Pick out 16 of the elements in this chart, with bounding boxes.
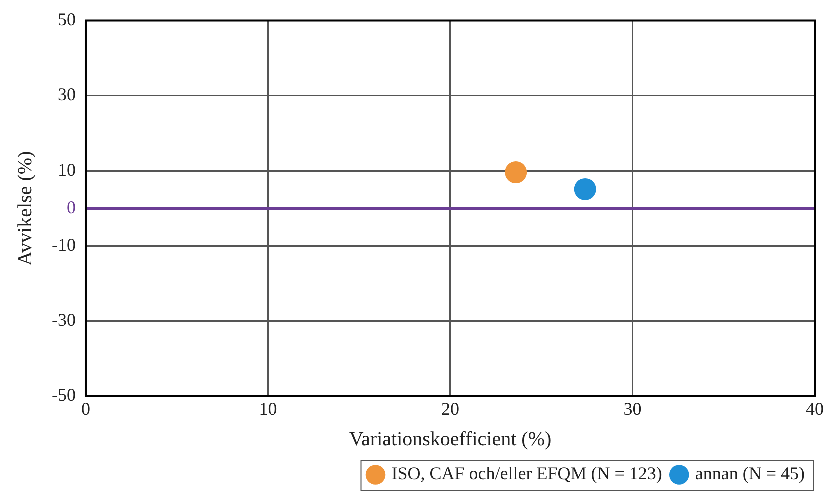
x-tick-label: 30 (624, 398, 642, 419)
legend-label: annan (N = 45) (695, 464, 806, 484)
x-tick-label: 10 (259, 398, 278, 419)
x-tick-label: 0 (81, 398, 90, 419)
y-tick-label: -10 (52, 234, 76, 255)
legend-label: ISO, CAF och/eller EFQM (N = 123) (392, 464, 662, 484)
y-tick-label: 0 (66, 197, 76, 218)
y-tick-label: 10 (58, 160, 76, 180)
y-tick-label: -50 (52, 385, 76, 406)
x-axis-title: Variationskoefficient (%) (349, 428, 552, 450)
y-tick-label: 30 (58, 84, 76, 105)
y-tick-label: -30 (52, 310, 76, 330)
y-axis-title: Avvikelse (%) (14, 151, 36, 266)
x-tick-label: 40 (806, 398, 824, 419)
y-tick-label: 50 (58, 10, 76, 30)
x-tick-label: 20 (441, 398, 460, 419)
